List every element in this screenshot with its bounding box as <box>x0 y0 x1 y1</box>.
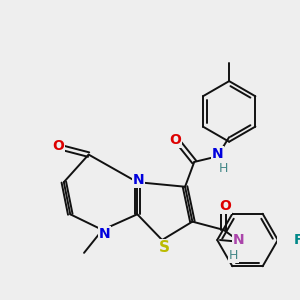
Text: O: O <box>52 139 64 153</box>
Text: N: N <box>232 233 244 247</box>
Text: N: N <box>212 147 223 161</box>
Text: O: O <box>220 199 231 213</box>
Text: F: F <box>293 233 300 247</box>
Text: N: N <box>132 173 144 187</box>
Text: N: N <box>98 226 110 241</box>
Text: H: H <box>229 249 239 262</box>
Text: H: H <box>219 162 228 175</box>
Text: O: O <box>169 133 181 147</box>
Text: S: S <box>159 240 170 255</box>
